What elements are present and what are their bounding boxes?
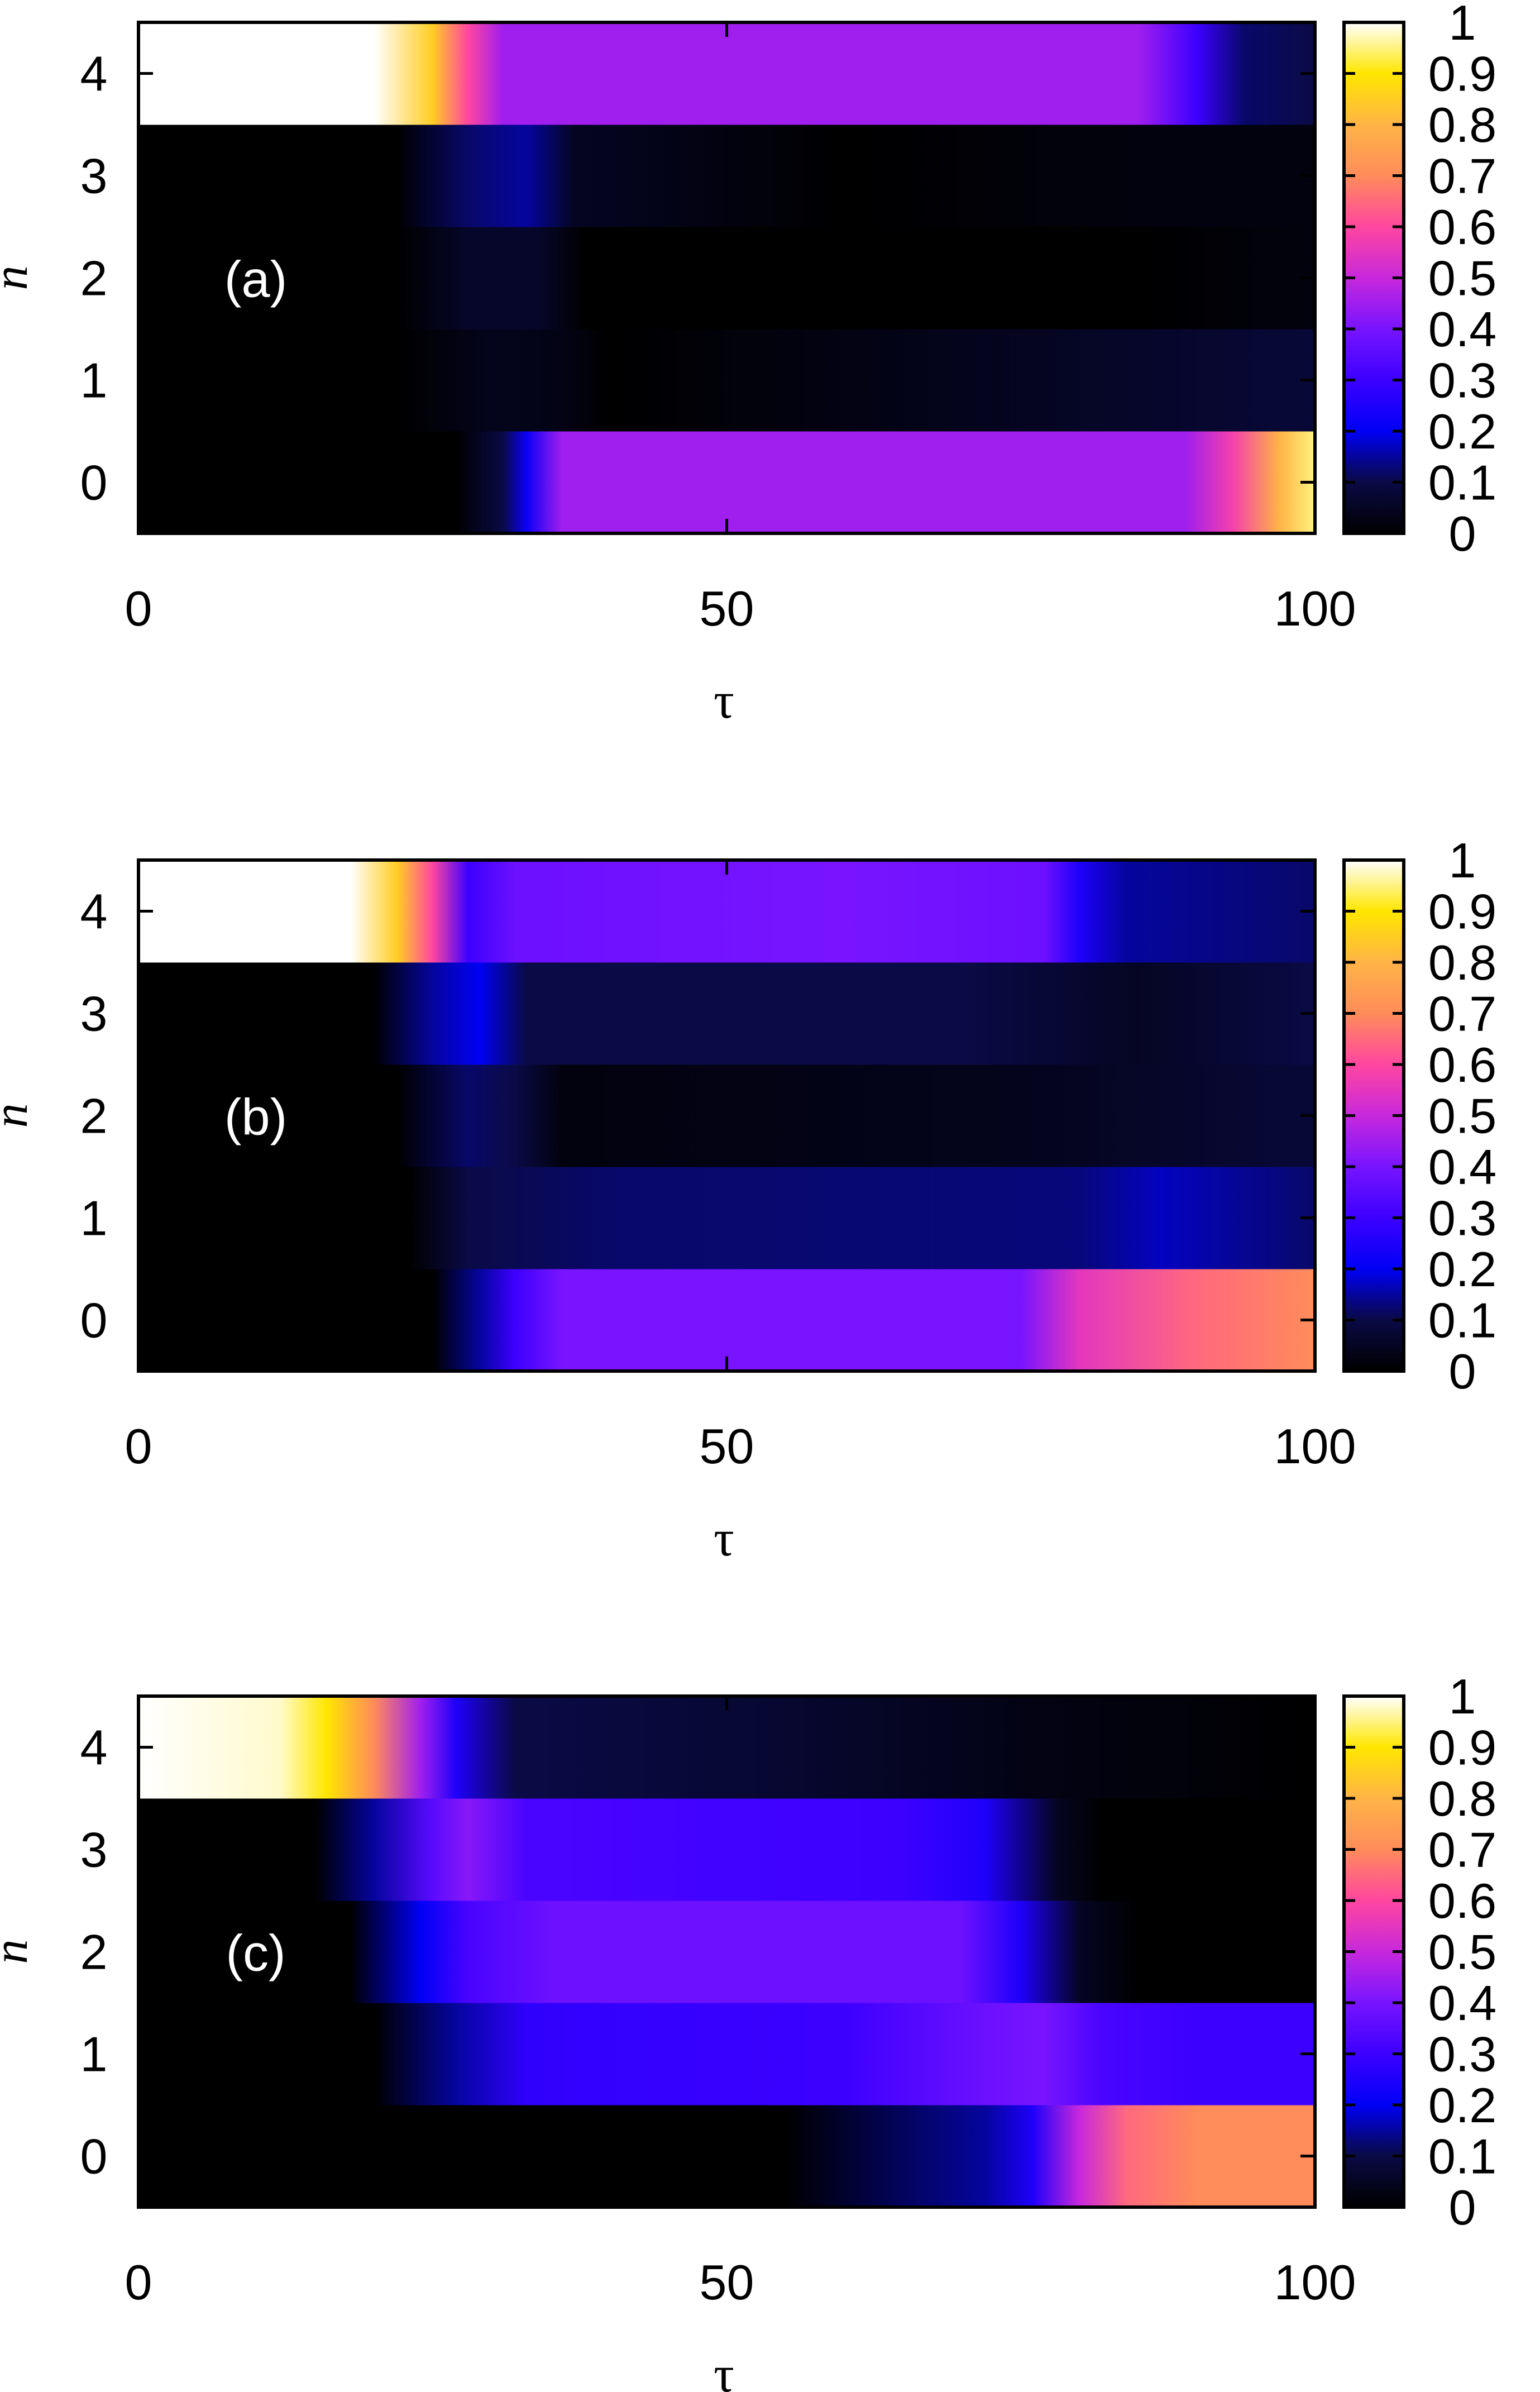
y-axis-label: n — [0, 1104, 38, 1128]
colorbar-tick-label: 0.2 — [1428, 1242, 1496, 1297]
y-tick-label: 2 — [80, 1088, 108, 1144]
colorbar-tick-label: 0.5 — [1428, 1925, 1496, 1980]
y-axis-label: n — [0, 266, 38, 290]
panel-0: 01234050100τn(a)00.10.20.30.40.50.60.70.… — [0, 0, 1496, 729]
colorbar-tick-label: 0.5 — [1428, 1088, 1496, 1144]
heatmap-row-n2 — [138, 1064, 1315, 1167]
colorbar-tick-label: 0 — [1449, 2180, 1476, 2235]
colorbar-tick-label: 0.8 — [1428, 1771, 1496, 1826]
colorbar-tick-label: 0.4 — [1428, 302, 1496, 357]
y-tick-label: 0 — [80, 455, 108, 510]
y-tick-label: 2 — [80, 1925, 108, 1980]
heatmap-row-n0 — [138, 2105, 1315, 2208]
colorbar-tick-label: 0.4 — [1428, 1975, 1496, 2031]
colorbar-tick-label: 0 — [1449, 506, 1476, 561]
colorbar-tick-label: 0.9 — [1428, 884, 1496, 939]
y-tick-label: 3 — [80, 1822, 108, 1878]
heatmap-row-n4 — [138, 1696, 1315, 1799]
y-tick-label: 4 — [80, 1720, 108, 1775]
colorbar-tick-label: 0.6 — [1428, 1873, 1496, 1928]
panel-label: (c) — [226, 1925, 285, 1982]
colorbar-tick-label: 0.5 — [1428, 251, 1496, 306]
colorbar-tick-label: 0.6 — [1428, 1037, 1496, 1092]
heatmap-row-n3 — [138, 1798, 1315, 1901]
x-tick-label: 100 — [1274, 581, 1356, 636]
y-tick-label: 3 — [80, 986, 108, 1042]
colorbar-tick-label: 0.2 — [1428, 2078, 1496, 2133]
heatmap-row-n3 — [138, 125, 1315, 227]
colorbar-tick-label: 0.8 — [1428, 935, 1496, 990]
colorbar-tick-label: 0 — [1449, 1344, 1476, 1399]
colorbar-tick-label: 0.8 — [1428, 97, 1496, 152]
y-tick-label: 1 — [80, 2027, 108, 2082]
colorbar-tick-label: 0.1 — [1428, 2129, 1496, 2184]
colorbar-tick-label: 0.2 — [1428, 404, 1496, 459]
heatmap-row-n0 — [138, 431, 1315, 534]
x-tick-label: 0 — [125, 581, 152, 636]
y-tick-label: 3 — [80, 149, 108, 204]
y-tick-label: 2 — [80, 251, 108, 306]
colorbar-tick-label: 1 — [1449, 1669, 1476, 1724]
x-tick-label: 100 — [1274, 1419, 1356, 1474]
x-tick-label: 50 — [700, 2255, 754, 2310]
colorbar-tick-label: 0.3 — [1428, 353, 1496, 408]
colorbar-tick-label: 0.7 — [1428, 1822, 1496, 1878]
heatmap-row-n2 — [138, 1901, 1315, 2003]
heatmap-row-n1 — [138, 1167, 1315, 1269]
x-axis-label: τ — [714, 2346, 734, 2392]
x-tick-label: 50 — [700, 1419, 754, 1474]
y-tick-label: 0 — [80, 1293, 108, 1348]
x-axis-label: τ — [714, 672, 734, 729]
x-tick-label: 100 — [1274, 2255, 1356, 2310]
colorbar-tick-label: 0.3 — [1428, 2027, 1496, 2082]
heatmap-row-n4 — [138, 22, 1315, 125]
panel-2: 01234050100τn(c)00.10.20.30.40.50.60.70.… — [0, 1669, 1496, 2392]
y-tick-label: 0 — [80, 2129, 108, 2184]
y-tick-label: 4 — [80, 884, 108, 939]
colorbar-tick-label: 1 — [1449, 833, 1476, 888]
heatmap-row-n2 — [138, 227, 1315, 330]
colorbar-tick-label: 0.6 — [1428, 199, 1496, 255]
colorbar-tick-label: 1 — [1449, 0, 1476, 50]
heatmap-row-n0 — [138, 1269, 1315, 1372]
heatmap-row-n1 — [138, 329, 1315, 432]
colorbar-tick-label: 0.1 — [1428, 1293, 1496, 1348]
y-axis-label: n — [0, 1940, 38, 1964]
y-tick-label: 4 — [80, 46, 108, 102]
colorbar-tick-label: 0.7 — [1428, 149, 1496, 204]
panel-1: 01234050100τn(b)00.10.20.30.40.50.60.70.… — [0, 833, 1496, 1567]
panel-label: (b) — [224, 1089, 287, 1146]
y-tick-label: 1 — [80, 1191, 108, 1246]
panel-label: (a) — [224, 251, 287, 308]
heatmap-row-n4 — [138, 860, 1315, 963]
x-tick-label: 0 — [125, 2255, 152, 2310]
y-tick-label: 1 — [80, 353, 108, 408]
heatmap-row-n3 — [138, 962, 1315, 1065]
colorbar-tick-label: 0.3 — [1428, 1191, 1496, 1246]
colorbar-tick-label: 0.4 — [1428, 1139, 1496, 1195]
colorbar-tick-label: 0.7 — [1428, 986, 1496, 1042]
x-tick-label: 0 — [125, 1419, 152, 1474]
colorbar-tick-label: 0.9 — [1428, 1720, 1496, 1775]
x-axis-label: τ — [714, 1510, 734, 1567]
colorbar-tick-label: 0.1 — [1428, 455, 1496, 510]
colorbar-tick-label: 0.9 — [1428, 46, 1496, 102]
heatmap-row-n1 — [138, 2003, 1315, 2105]
x-tick-label: 50 — [700, 581, 754, 636]
